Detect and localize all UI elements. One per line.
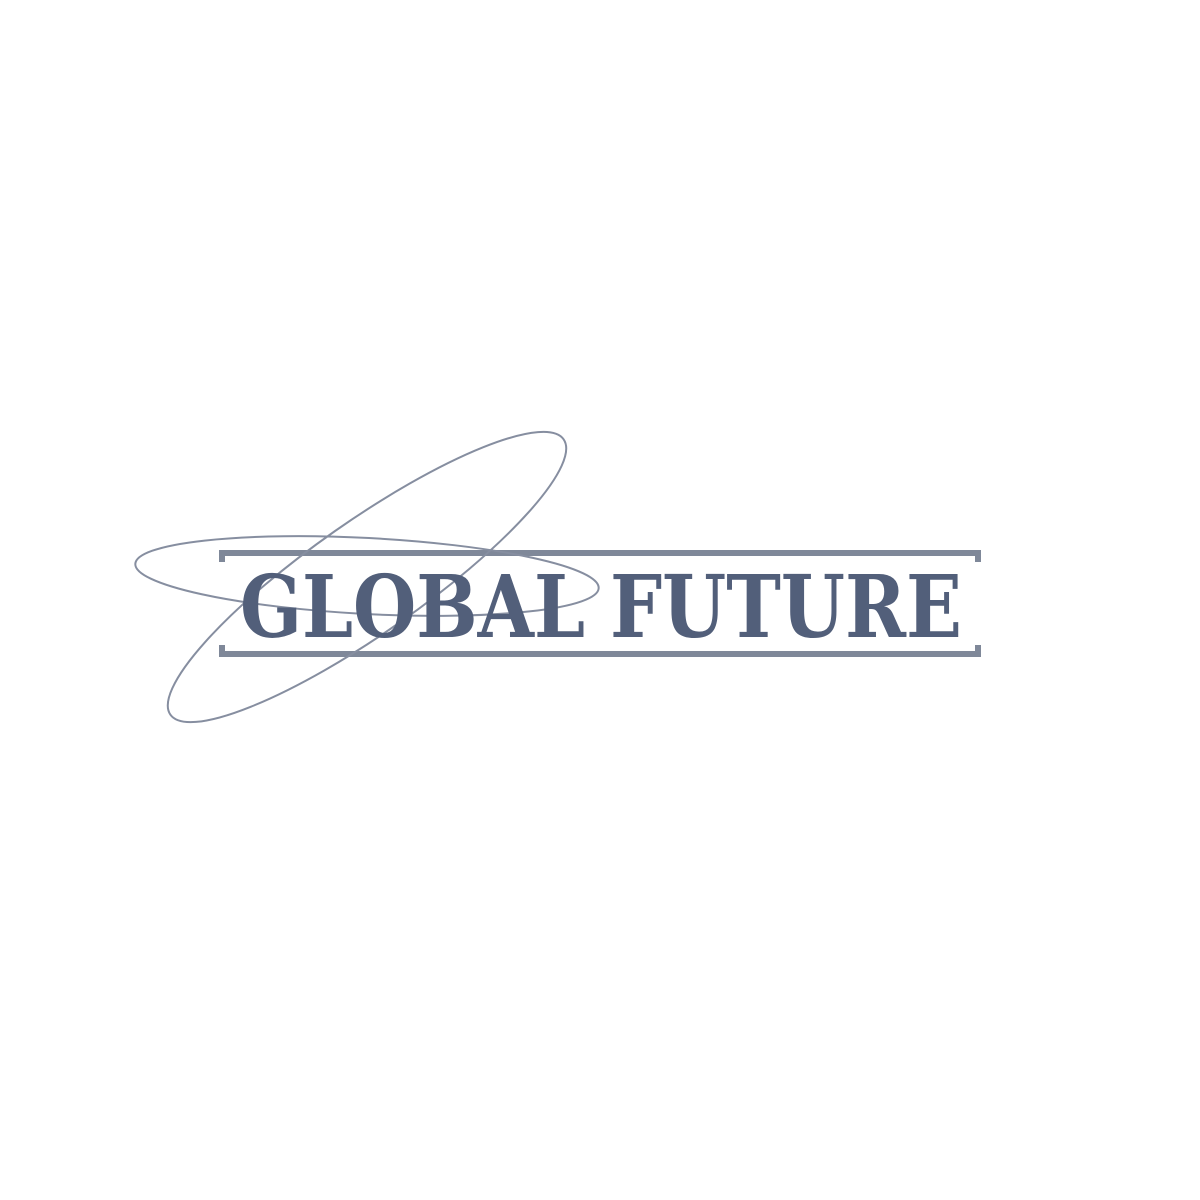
orbit-ring-horizontal: [134, 535, 600, 617]
orbit-icon: [134, 430, 600, 724]
wordmark-global: GLOBAL: [240, 557, 585, 658]
wordmark-future: FUTURE: [610, 557, 962, 658]
orbit-ring-tilted: [166, 430, 568, 724]
frame-top-bar: [219, 550, 981, 562]
logo-frame: [219, 550, 981, 657]
frame-bottom-bar: [219, 645, 981, 657]
wordmark: GLOBAL FUTURE: [240, 557, 962, 658]
